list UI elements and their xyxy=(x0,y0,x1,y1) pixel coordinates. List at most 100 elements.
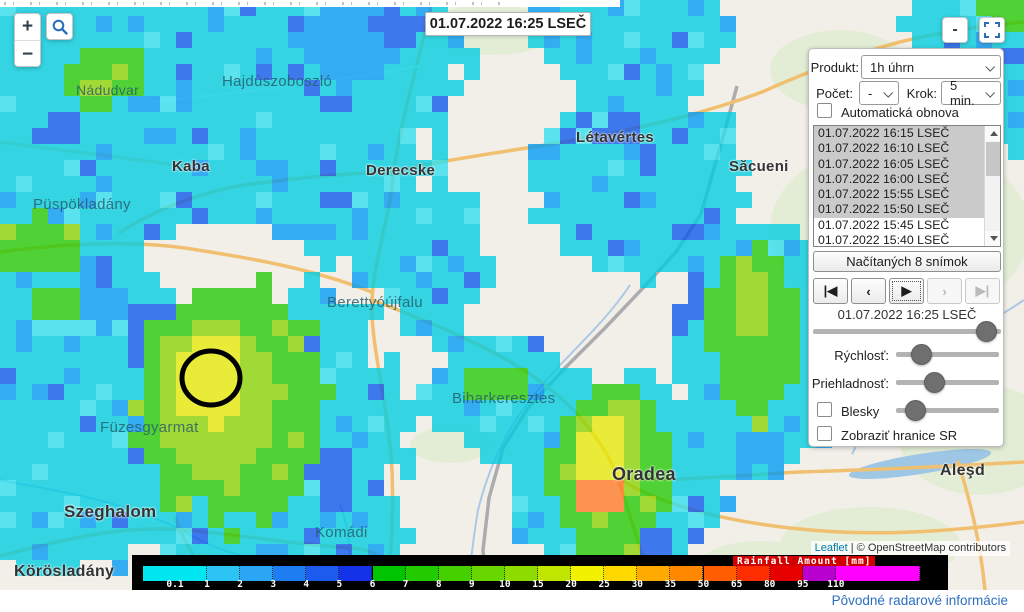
legend-title: Rainfall Amount [mm] xyxy=(733,556,876,568)
collapse-panel-button[interactable]: - xyxy=(942,17,968,43)
leaflet-link[interactable]: Leaflet xyxy=(814,542,848,554)
time-row[interactable]: 01.07.2022 16:05 LSEČ xyxy=(814,156,985,172)
rainfall-legend: Rainfall Amount [mm] 0.1 1 2 3 4 5 6 7 8 9 10 15 20 2… xyxy=(132,555,948,590)
town-label: Aleşd xyxy=(940,462,986,479)
legend-band xyxy=(802,566,836,581)
time-row[interactable]: 01.07.2022 16:15 LSEČ xyxy=(814,126,985,142)
legend-tick-label: 35 xyxy=(664,579,677,590)
speed-slider-track[interactable] xyxy=(896,352,999,357)
legend-tick-label: 4 xyxy=(303,579,310,590)
legend-band xyxy=(736,566,770,581)
opacity-label: Priehladnosť: xyxy=(811,376,889,391)
lightning-checkbox[interactable] xyxy=(817,402,832,417)
legend-tick-label: 65 xyxy=(730,579,743,590)
current-frame-time: 01.07.2022 16:25 LSEČ xyxy=(837,307,977,322)
scroll-down-arrow[interactable] xyxy=(985,231,1000,246)
town-label: Létavértes xyxy=(576,129,655,146)
town-label: Szeghalom xyxy=(64,502,157,521)
lightning-slider-track[interactable] xyxy=(896,408,999,413)
scroll-up-arrow[interactable] xyxy=(985,126,1000,141)
legend-tick-label: 7 xyxy=(402,579,409,590)
town-label: Füzesgyarmat xyxy=(100,419,199,436)
town-label: Derecske xyxy=(366,162,436,179)
speed-slider-handle[interactable] xyxy=(911,344,932,365)
chevron-down-icon xyxy=(985,61,996,72)
town-label: Săcueni xyxy=(729,158,789,175)
radar-control-panel: Produkt: 1h úhrn Počet: - Krok: 5 min. A… xyxy=(808,48,1004,447)
legend-band xyxy=(571,566,605,581)
legend-band xyxy=(637,566,671,581)
legend-band xyxy=(306,566,340,581)
legend-tick-label: 5 xyxy=(336,579,343,590)
time-row[interactable]: 01.07.2022 15:40 LSEČ xyxy=(818,232,950,247)
town-label: Kaba xyxy=(172,158,210,175)
source-radar-info-link[interactable]: Pôvodné radarové informácie xyxy=(831,593,1008,608)
playback-next-button[interactable]: › xyxy=(927,278,962,304)
legend-tick-label: 20 xyxy=(565,579,577,590)
legend-band xyxy=(769,566,803,581)
pocet-value: - xyxy=(868,85,873,101)
timeline-slider-handle[interactable] xyxy=(976,321,997,342)
legend-band xyxy=(339,566,373,581)
zoom-control: + − xyxy=(14,13,41,67)
auto-refresh-checkbox[interactable] xyxy=(817,103,832,118)
borders-checkbox[interactable] xyxy=(817,426,832,441)
magnifier-icon xyxy=(52,19,68,35)
loaded-frames-button[interactable]: Načítaných 8 snímok xyxy=(813,251,1001,272)
scrollbar-thumb[interactable] xyxy=(986,142,1000,176)
fullscreen-button[interactable] xyxy=(979,17,1005,43)
pocet-select[interactable]: - xyxy=(859,81,899,105)
clipped-page-text-strip xyxy=(0,0,620,7)
listbox-scrollbar[interactable] xyxy=(984,126,1000,246)
fullscreen-icon xyxy=(984,22,1000,38)
lightning-slider-handle[interactable] xyxy=(905,400,926,421)
town-label: Nádudvar xyxy=(76,82,140,98)
legend-band xyxy=(143,566,207,581)
legend-band xyxy=(504,566,538,581)
produkt-select[interactable]: 1h úhrn xyxy=(861,55,1001,79)
map-timestamp-label: 01.07.2022 16:25 LSEČ xyxy=(425,12,591,36)
legend-band xyxy=(670,566,704,581)
frame-time-listbox[interactable]: 01.07.2022 16:15 LSEČ 01.07.2022 16:10 LS… xyxy=(813,125,1001,247)
opacity-slider-track[interactable] xyxy=(896,380,999,385)
legend-band xyxy=(240,566,274,581)
krok-select[interactable]: 5 min. xyxy=(941,78,1001,108)
krok-value: 5 min. xyxy=(950,78,975,108)
playback-prev-button[interactable]: ‹ xyxy=(851,278,886,304)
time-row[interactable]: 01.07.2022 16:10 LSEČ xyxy=(814,141,985,157)
krok-label: Krok: xyxy=(906,86,937,101)
timeline-slider-track[interactable] xyxy=(813,329,1001,334)
pocet-label: Počet: xyxy=(816,86,853,101)
lake xyxy=(848,449,992,479)
zoom-out-button[interactable]: − xyxy=(21,43,34,65)
legend-band xyxy=(471,566,505,581)
osm-link[interactable]: © OpenStreetMap contributors xyxy=(856,542,1006,554)
town-label: Biharkeresztes xyxy=(452,390,556,407)
lightning-label: Blesky xyxy=(841,404,880,419)
legend-band xyxy=(703,566,737,581)
legend-tick-label: 15 xyxy=(532,579,544,590)
chevron-down-icon xyxy=(883,87,894,98)
town-label: Oradea xyxy=(612,464,676,484)
legend-band xyxy=(438,566,472,581)
playback-last-button[interactable]: ▶| xyxy=(965,278,1000,304)
legend-band xyxy=(604,566,638,581)
playback-first-button[interactable]: |◀ xyxy=(813,278,848,304)
playback-play-button[interactable]: ▶ xyxy=(889,278,924,304)
legend-tick-label: 6 xyxy=(369,579,376,590)
attribution-separator: | xyxy=(847,542,857,554)
legend-band xyxy=(207,566,241,581)
opacity-slider-handle[interactable] xyxy=(924,372,945,393)
zoom-in-button[interactable]: + xyxy=(15,14,40,41)
map-attribution: Leaflet | © OpenStreetMap contributors xyxy=(810,541,1010,556)
time-row[interactable]: 01.07.2022 15:55 LSEČ xyxy=(814,187,985,203)
town-label: Komádi xyxy=(315,524,368,541)
legend-tick-label: 110 xyxy=(827,579,845,590)
search-magnifier-button[interactable] xyxy=(46,13,73,40)
time-row[interactable]: 01.07.2022 16:00 LSEČ xyxy=(814,171,985,187)
time-row[interactable]: 01.07.2022 15:50 LSEČ xyxy=(814,202,985,218)
town-label: Körösladány xyxy=(14,563,115,580)
speed-label: Rýchlosť: xyxy=(834,348,889,363)
time-row[interactable]: 01.07.2022 15:45 LSEČ xyxy=(818,217,950,232)
